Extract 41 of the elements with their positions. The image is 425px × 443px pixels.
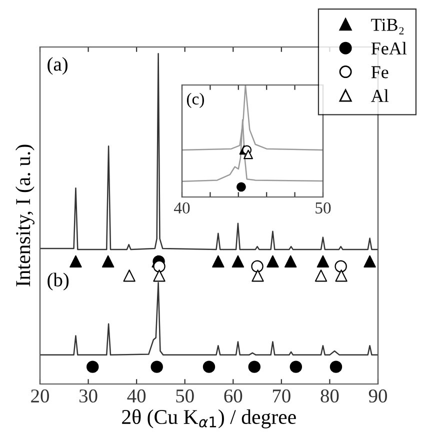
point	[232, 255, 244, 268]
point	[335, 270, 348, 282]
point	[153, 270, 166, 282]
legend-label: TiB₂	[371, 18, 404, 34]
point	[314, 270, 328, 282]
x-tick-label: 80	[320, 389, 339, 403]
x-tick-label: 50	[176, 389, 194, 403]
x-axis-title: 2θ (Cu K$_{α1}$) / degree	[122, 409, 296, 428]
point	[123, 270, 136, 282]
point	[202, 360, 216, 373]
point	[251, 260, 264, 272]
legend-label: Al	[371, 89, 389, 102]
x-tick-label: 20	[31, 389, 49, 403]
x-tick-label: 40	[174, 202, 190, 214]
x-tick-label: 60	[224, 389, 242, 403]
x-tick-label: 90	[368, 389, 387, 403]
point	[150, 360, 163, 373]
point	[86, 360, 99, 373]
x-tick-label: 50	[316, 202, 331, 214]
legend-label: Fe	[371, 66, 388, 78]
x-tick-label: 70	[272, 389, 290, 403]
point	[153, 260, 166, 272]
point	[284, 255, 297, 268]
point	[330, 360, 342, 373]
x-tick-label: 30	[79, 389, 98, 403]
annotation: (c)	[186, 92, 204, 108]
point	[212, 255, 224, 268]
x-tick-label: 40	[127, 389, 146, 403]
annotation: (b)	[48, 272, 69, 290]
legend-label: FeAl	[371, 42, 407, 55]
point	[316, 255, 330, 268]
y-axis-title: Intensity, I (a. u.)	[15, 144, 34, 286]
annotation: (a)	[48, 57, 68, 75]
point	[334, 260, 347, 272]
point	[252, 270, 264, 282]
point	[290, 360, 302, 373]
point	[266, 255, 279, 268]
point	[248, 360, 260, 373]
point	[70, 255, 82, 268]
point	[102, 255, 114, 268]
point	[364, 255, 376, 268]
